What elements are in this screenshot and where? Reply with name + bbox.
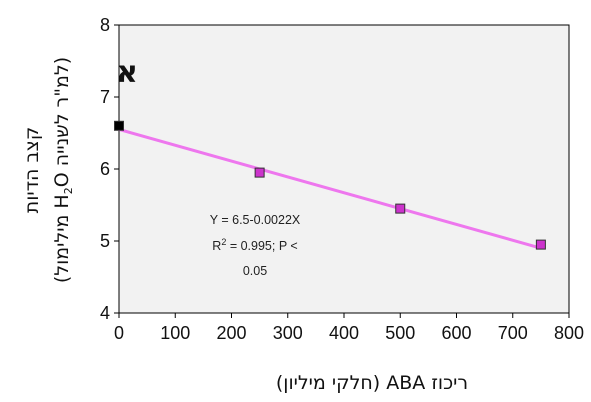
annotation-line-1: Y = 6.5-0.0022X bbox=[210, 213, 301, 227]
regression-annotation: Y = 6.5-0.0022X R2 = 0.995; P < 0.05 bbox=[210, 213, 301, 278]
y-axis-title: קצב הדיות bbox=[21, 127, 43, 213]
y-axis-title-line-2: (מילימול H2O למ"ר לשנייה) bbox=[51, 57, 75, 283]
x-tick-label: 700 bbox=[498, 323, 528, 343]
y-axis-units-suffix: למ"ר לשנייה) bbox=[51, 57, 73, 172]
y-axis-units-o: O bbox=[51, 172, 73, 187]
x-tick-label: 500 bbox=[385, 323, 415, 343]
plot-area bbox=[118, 24, 570, 314]
annotation-line-3: 0.05 bbox=[243, 264, 267, 278]
data-point bbox=[535, 239, 546, 250]
annotation-line-2: R2 = 0.995; P < bbox=[212, 237, 297, 253]
x-tick-label: 800 bbox=[554, 323, 584, 343]
y-tick-label: 4 bbox=[100, 303, 110, 323]
x-tick-label: 300 bbox=[273, 323, 303, 343]
x-tick-label: 400 bbox=[329, 323, 359, 343]
data-point bbox=[254, 167, 265, 178]
y-tick-label: 7 bbox=[100, 87, 110, 107]
data-point bbox=[114, 120, 124, 131]
annotation-r-exponent: 2 bbox=[221, 237, 226, 247]
annotation-r: R bbox=[212, 239, 221, 253]
data-points bbox=[114, 120, 546, 250]
trendline bbox=[118, 127, 542, 250]
x-tick-label: 200 bbox=[216, 323, 246, 343]
y-axis-units-subscript: 2 bbox=[62, 187, 75, 194]
x-tick-label: 100 bbox=[160, 323, 190, 343]
y-axis-units: (מילימול H2O למ"ר לשנייה) bbox=[51, 57, 75, 283]
x-tick-label: 0 bbox=[114, 323, 124, 343]
panel-label: א bbox=[116, 55, 138, 90]
annotation-r-rest: = 0.995; P < bbox=[226, 239, 297, 253]
y-axis-units-prefix: (מילימול bbox=[51, 209, 73, 284]
y-tick-label: 6 bbox=[100, 159, 110, 179]
y-axis: 4 5 6 7 8 bbox=[100, 15, 119, 323]
x-axis-title: ריכוז ABA (חלקי מיליון) bbox=[276, 372, 468, 394]
x-tick-label: 600 bbox=[441, 323, 471, 343]
data-point bbox=[395, 203, 406, 214]
y-tick-label: 5 bbox=[100, 231, 110, 251]
y-axis-units-h: H bbox=[51, 194, 73, 208]
y-axis-title-line-1: קצב הדיות bbox=[21, 127, 43, 213]
y-tick-label: 8 bbox=[100, 15, 110, 35]
x-axis: 0 100 200 300 400 500 600 700 800 bbox=[114, 313, 584, 343]
